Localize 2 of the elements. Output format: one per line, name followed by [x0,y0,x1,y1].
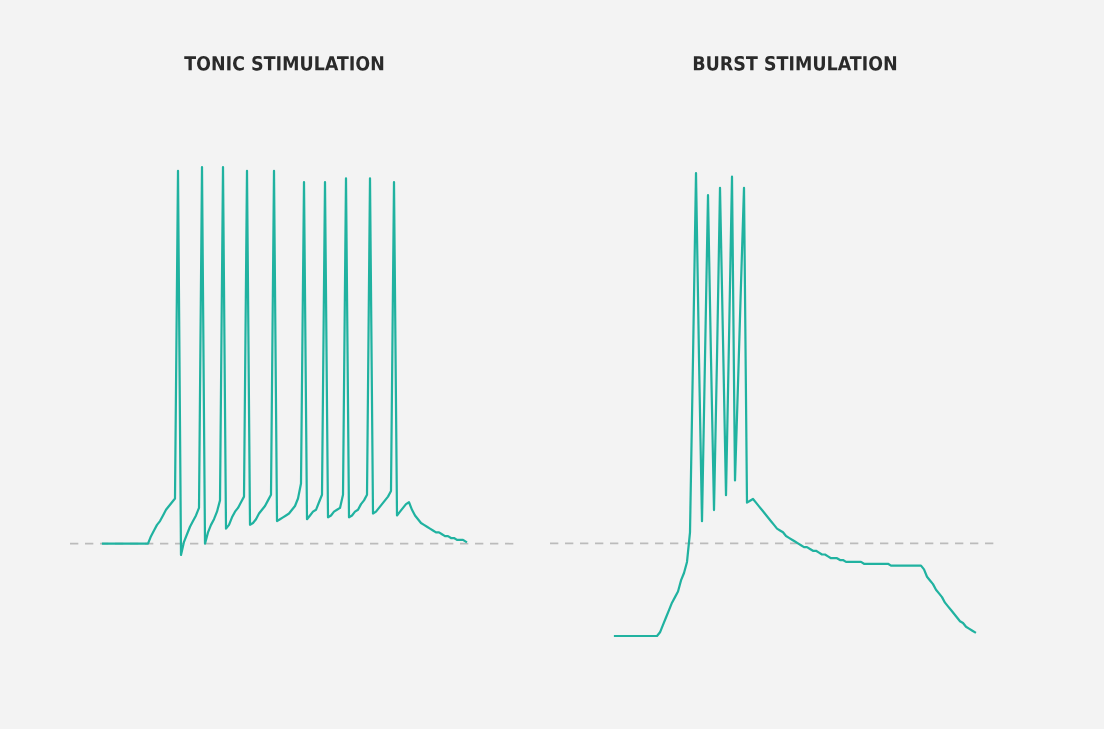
chart-title: TONIC STIMULATION [184,55,384,71]
chart-title: BURST STIMULATION [693,55,897,71]
